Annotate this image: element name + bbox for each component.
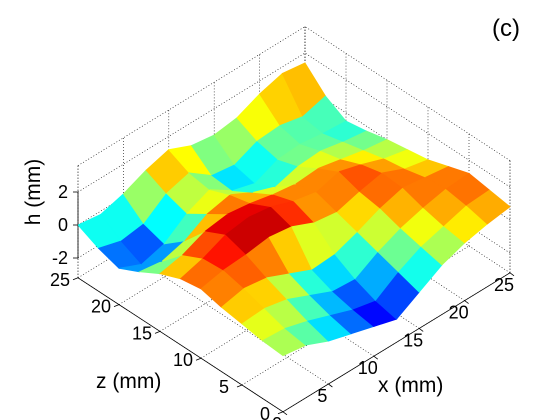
surface-layer xyxy=(77,62,511,357)
z-tick-label: 0 xyxy=(58,215,68,235)
x-tick-label: 10 xyxy=(358,358,378,378)
x-tick-mark xyxy=(282,411,288,416)
y-tick-label: 5 xyxy=(219,377,229,397)
y-tick-label: 25 xyxy=(50,270,70,290)
panel-label: (c) xyxy=(492,15,520,42)
z-tick-label: -2 xyxy=(52,248,68,268)
y-tick-mark xyxy=(113,304,120,307)
y-tick-label: 20 xyxy=(91,297,111,317)
ticks-layer: 05101520250510152025-202 xyxy=(50,182,515,420)
grid-line-h xyxy=(304,85,511,221)
x-axis-line xyxy=(282,272,511,413)
y-tick-mark xyxy=(154,331,161,334)
y-tick-label: 10 xyxy=(173,350,193,370)
grid-line-h xyxy=(304,52,511,188)
y-axis-label: z (mm) xyxy=(96,370,161,393)
z-tick-label: 2 xyxy=(58,182,68,202)
y-tick-label: 15 xyxy=(132,323,152,343)
x-tick-mark xyxy=(464,300,469,304)
x-tick-label: 5 xyxy=(317,386,327,406)
y-tick-mark xyxy=(277,411,284,415)
grid-line xyxy=(304,26,511,161)
y-tick-label: 0 xyxy=(260,404,270,420)
x-axis-label: x (mm) xyxy=(378,374,443,397)
y-axis-line xyxy=(77,277,284,413)
x-tick-mark xyxy=(509,272,515,277)
y-tick-mark xyxy=(236,384,243,388)
surface-patch xyxy=(466,189,511,225)
x-tick-label: 20 xyxy=(449,303,469,323)
y-tick-mark xyxy=(195,357,202,361)
z-axis-label: h (mm) xyxy=(22,159,45,226)
x-tick-mark xyxy=(373,355,379,360)
y-tick-mark xyxy=(72,277,79,281)
x-tick-label: 15 xyxy=(403,330,423,350)
x-tick-mark xyxy=(328,383,333,388)
x-tick-label: 25 xyxy=(494,275,514,295)
x-tick-mark xyxy=(418,328,424,332)
x-tick-label: 0 xyxy=(272,414,282,420)
